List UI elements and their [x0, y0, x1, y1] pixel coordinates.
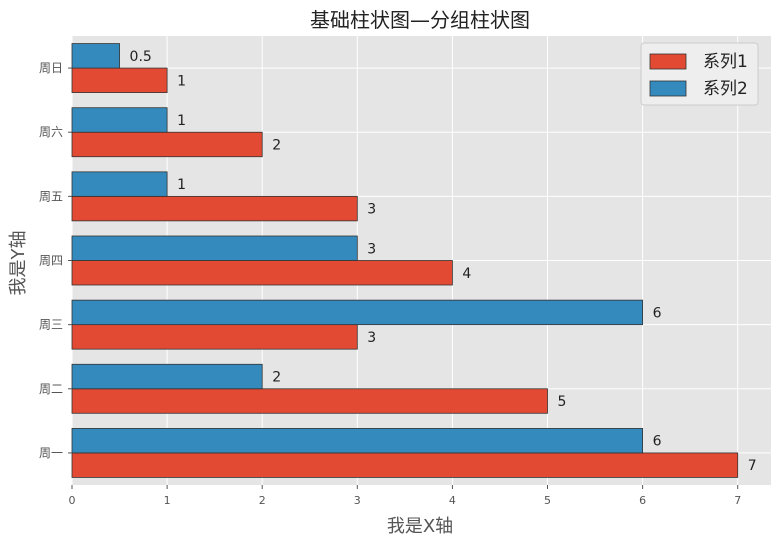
data-label-series2: 6 [653, 305, 662, 321]
y-tick-label: 周二 [39, 382, 63, 396]
y-tick-label: 周四 [39, 254, 63, 268]
bar-series1-周五 [71, 195, 358, 222]
legend-swatch [649, 53, 687, 70]
x-tick-label: 1 [164, 494, 171, 507]
x-tick-label: 0 [69, 494, 76, 507]
bar-series1-周一 [71, 452, 739, 478]
bar-series1-周四 [71, 260, 453, 286]
x-tick-label: 7 [734, 494, 741, 507]
y-axis-ticks: 周一 周二 周三 周四 周五 周六 周日 [39, 61, 72, 460]
x-tick-label: 4 [449, 494, 456, 507]
legend-label: 系列1 [703, 52, 748, 72]
data-label-series2: 1 [177, 113, 186, 129]
y-tick-label: 周三 [39, 318, 63, 332]
bar-series2-周日 [71, 43, 120, 69]
x-tick-label: 6 [639, 494, 646, 507]
y-tick-label: 周日 [39, 61, 63, 75]
data-label-series1: 4 [462, 266, 471, 282]
bar-series2-周五 [71, 171, 168, 197]
y-tick-label: 周五 [39, 189, 63, 203]
legend-label: 系列2 [703, 79, 748, 99]
bar-series2-周二 [71, 363, 263, 390]
bar-series1-周日 [71, 67, 168, 93]
bar-series2-周一 [71, 428, 644, 454]
data-label-series1: 3 [367, 330, 376, 346]
data-label-series2: 1 [177, 177, 186, 193]
bar-series2-周三 [71, 299, 644, 326]
bar-series1-周三 [71, 324, 358, 350]
x-tick-label: 3 [354, 494, 361, 507]
y-axis-label: 我是Y轴 [8, 231, 29, 296]
bar-series2-周六 [71, 107, 168, 133]
data-label-series2: 6 [653, 434, 662, 450]
y-tick-label: 周一 [39, 446, 63, 460]
data-label-series1: 7 [748, 458, 757, 474]
chart-title: 基础柱状图—分组柱状图 [310, 8, 530, 32]
legend-swatch [649, 80, 687, 97]
data-label-series1: 2 [272, 137, 281, 153]
x-axis-label: 我是X轴 [387, 516, 453, 537]
bar-series1-周二 [71, 388, 548, 414]
x-axis-ticks: 0 1 2 3 4 5 6 7 [69, 485, 741, 507]
data-label-series1: 1 [177, 73, 186, 89]
data-label-series2: 0.5 [130, 49, 152, 65]
bar-series1-周六 [71, 131, 263, 158]
x-tick-label: 2 [259, 494, 266, 507]
data-label-series2: 3 [367, 241, 376, 257]
y-tick-label: 周六 [39, 125, 63, 139]
data-label-series1: 3 [367, 202, 376, 218]
data-label-series1: 5 [558, 394, 567, 410]
bars [71, 43, 739, 478]
bar-series2-周四 [71, 235, 358, 261]
data-labels: 7 6 5 2 3 6 4 3 3 1 2 1 1 0.5 [130, 49, 757, 474]
x-tick-label: 5 [544, 494, 551, 507]
data-label-series2: 2 [272, 370, 281, 386]
